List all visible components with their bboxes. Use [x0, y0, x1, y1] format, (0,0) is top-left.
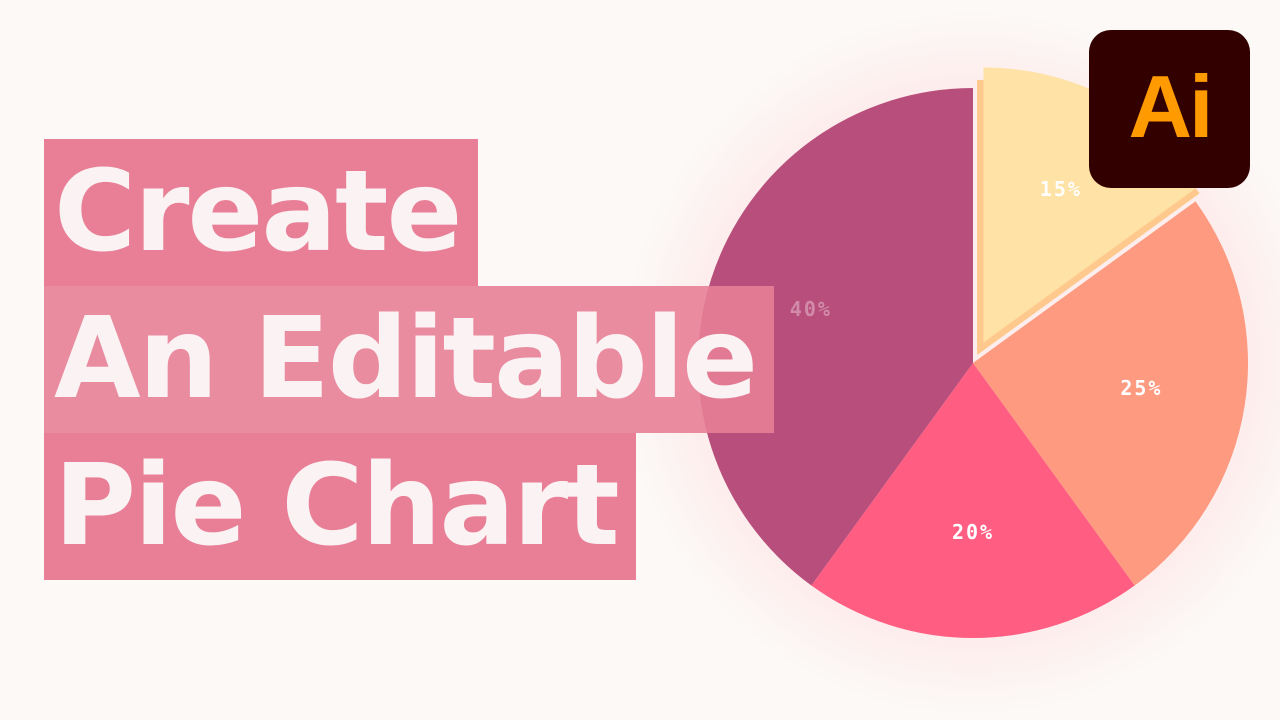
pie-slice-2: [811, 363, 1135, 639]
illustrator-logo-label: Ai: [1128, 57, 1214, 156]
pie-slice-label-2: 20%: [952, 520, 994, 544]
headline-line-3: Pie Chart: [44, 433, 636, 580]
headline-line-2: An Editable: [44, 286, 775, 433]
pie-slice-label-0: 15%: [1040, 177, 1082, 201]
pie-slice-1: [973, 201, 1248, 586]
pie-slice-label-1: 25%: [1120, 376, 1162, 400]
headline: Create An Editable Pie Chart: [44, 139, 775, 580]
pie-slice-label-3: 40%: [790, 297, 832, 321]
illustrator-logo-icon: Ai: [1089, 30, 1250, 188]
headline-line-1: Create: [44, 139, 479, 286]
pie-slice-3: [697, 88, 973, 586]
